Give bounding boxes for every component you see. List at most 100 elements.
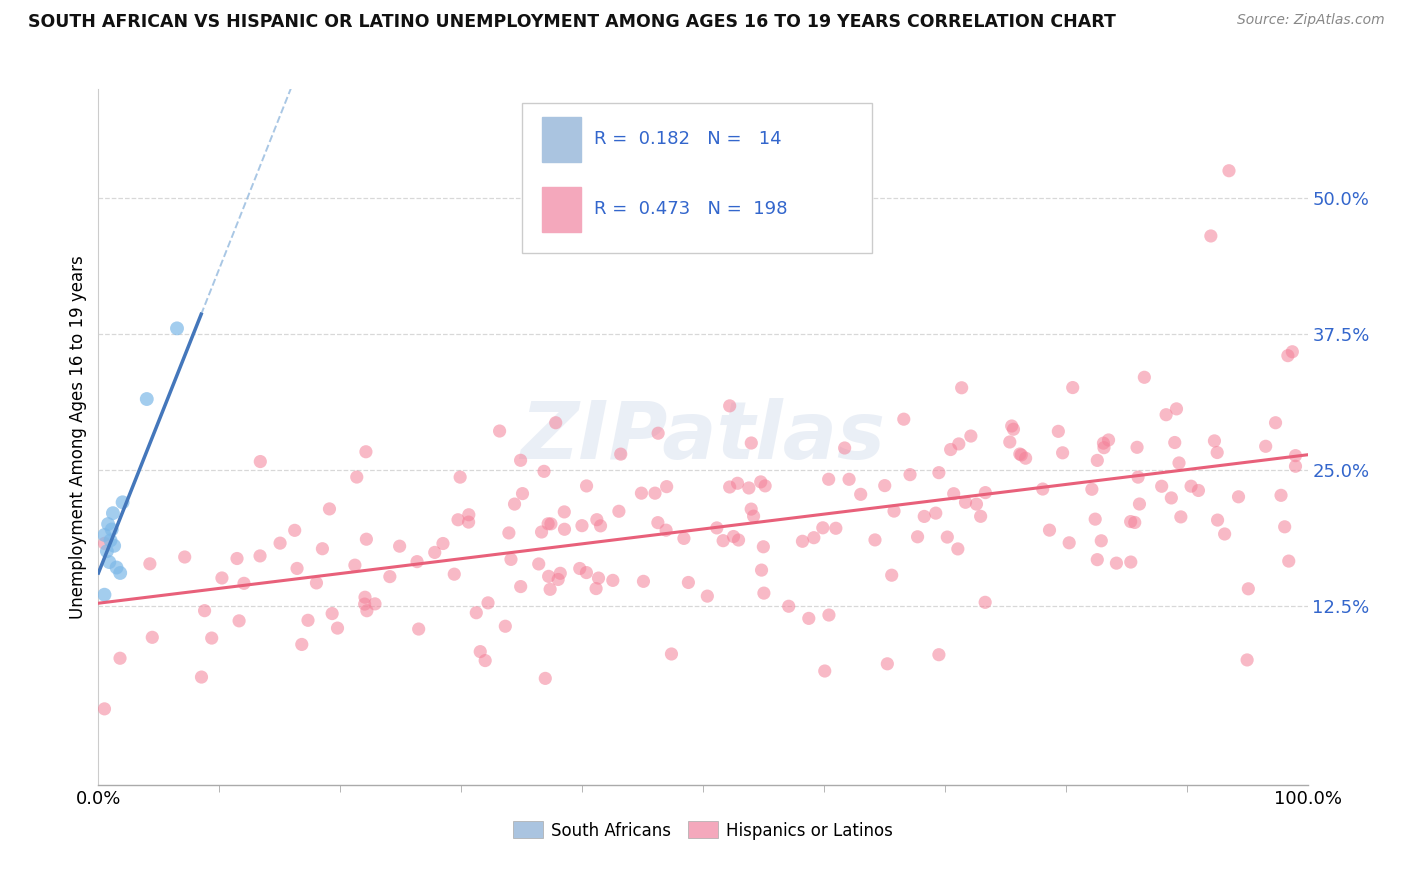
Point — [108, 566, 131, 580]
Point — [503, 497, 526, 511]
Point — [974, 485, 997, 500]
Point — [898, 467, 921, 482]
Point — [321, 607, 343, 621]
Point — [353, 597, 375, 611]
Point — [547, 573, 569, 587]
Text: Source: ZipAtlas.com: Source: ZipAtlas.com — [1237, 13, 1385, 28]
Point — [678, 575, 700, 590]
Point — [1057, 536, 1080, 550]
Point — [644, 486, 666, 500]
Point — [470, 645, 492, 659]
Point — [718, 399, 741, 413]
Point — [343, 558, 366, 573]
Point — [166, 321, 188, 335]
Point — [1166, 401, 1188, 416]
Point — [711, 533, 734, 548]
Text: R =  0.473   N =  198: R = 0.473 N = 198 — [595, 200, 787, 218]
Point — [512, 486, 534, 500]
Point — [346, 470, 368, 484]
Point — [534, 672, 557, 686]
Point — [364, 597, 387, 611]
Point — [814, 664, 837, 678]
Point — [727, 476, 749, 491]
Point — [1008, 447, 1031, 461]
Point — [1092, 436, 1115, 450]
Point — [553, 522, 575, 536]
Point — [706, 521, 728, 535]
Point — [946, 541, 969, 556]
Point — [105, 560, 128, 574]
Point — [1062, 380, 1084, 394]
Point — [494, 619, 516, 633]
Point — [509, 580, 531, 594]
Point — [1277, 349, 1299, 363]
Point — [1180, 479, 1202, 493]
Point — [1199, 229, 1222, 244]
Point — [873, 478, 896, 492]
Point — [1187, 483, 1209, 498]
Point — [655, 480, 678, 494]
Point — [672, 532, 695, 546]
Point — [1126, 440, 1149, 454]
Point — [285, 561, 308, 575]
Point — [311, 541, 333, 556]
Point — [538, 582, 561, 597]
Point — [488, 424, 510, 438]
Point — [354, 591, 377, 605]
Point — [249, 549, 271, 563]
Point — [950, 381, 973, 395]
Point — [1170, 509, 1192, 524]
Point — [318, 502, 340, 516]
Point — [998, 434, 1021, 449]
Point — [465, 606, 488, 620]
Point — [1085, 552, 1108, 566]
Point — [602, 574, 624, 588]
Point — [792, 534, 814, 549]
Point — [1126, 470, 1149, 484]
Point — [778, 599, 800, 614]
Point — [190, 670, 212, 684]
Point — [863, 533, 886, 547]
Point — [93, 588, 115, 602]
Point — [1090, 533, 1112, 548]
Point — [101, 506, 124, 520]
Point — [575, 566, 598, 580]
Point — [718, 480, 741, 494]
Point — [661, 647, 683, 661]
Point — [1264, 416, 1286, 430]
FancyBboxPatch shape — [543, 117, 581, 162]
Point — [194, 604, 217, 618]
Point — [457, 508, 479, 522]
Point — [817, 472, 839, 486]
Point — [233, 576, 256, 591]
Point — [1213, 527, 1236, 541]
Legend: South Africans, Hispanics or Latinos: South Africans, Hispanics or Latinos — [506, 814, 900, 847]
Point — [1236, 653, 1258, 667]
Point — [291, 637, 314, 651]
Text: ZIPatlas: ZIPatlas — [520, 398, 886, 476]
Point — [356, 604, 378, 618]
Point — [942, 486, 965, 500]
Point — [1206, 445, 1229, 459]
Point — [1284, 459, 1306, 474]
Point — [939, 442, 962, 457]
Point — [1123, 516, 1146, 530]
Point — [1150, 479, 1173, 493]
Point — [1133, 370, 1156, 384]
Point — [378, 569, 401, 583]
Point — [1206, 513, 1229, 527]
Point — [540, 516, 562, 531]
Point — [326, 621, 349, 635]
Point — [100, 533, 122, 548]
Point — [1002, 422, 1025, 436]
Point — [586, 513, 609, 527]
Point — [173, 549, 195, 564]
Point — [356, 533, 378, 547]
Point — [818, 607, 841, 622]
Point — [406, 555, 429, 569]
Point — [284, 524, 307, 538]
Point — [228, 614, 250, 628]
Point — [960, 429, 983, 443]
Point — [211, 571, 233, 585]
Point — [1010, 448, 1032, 462]
